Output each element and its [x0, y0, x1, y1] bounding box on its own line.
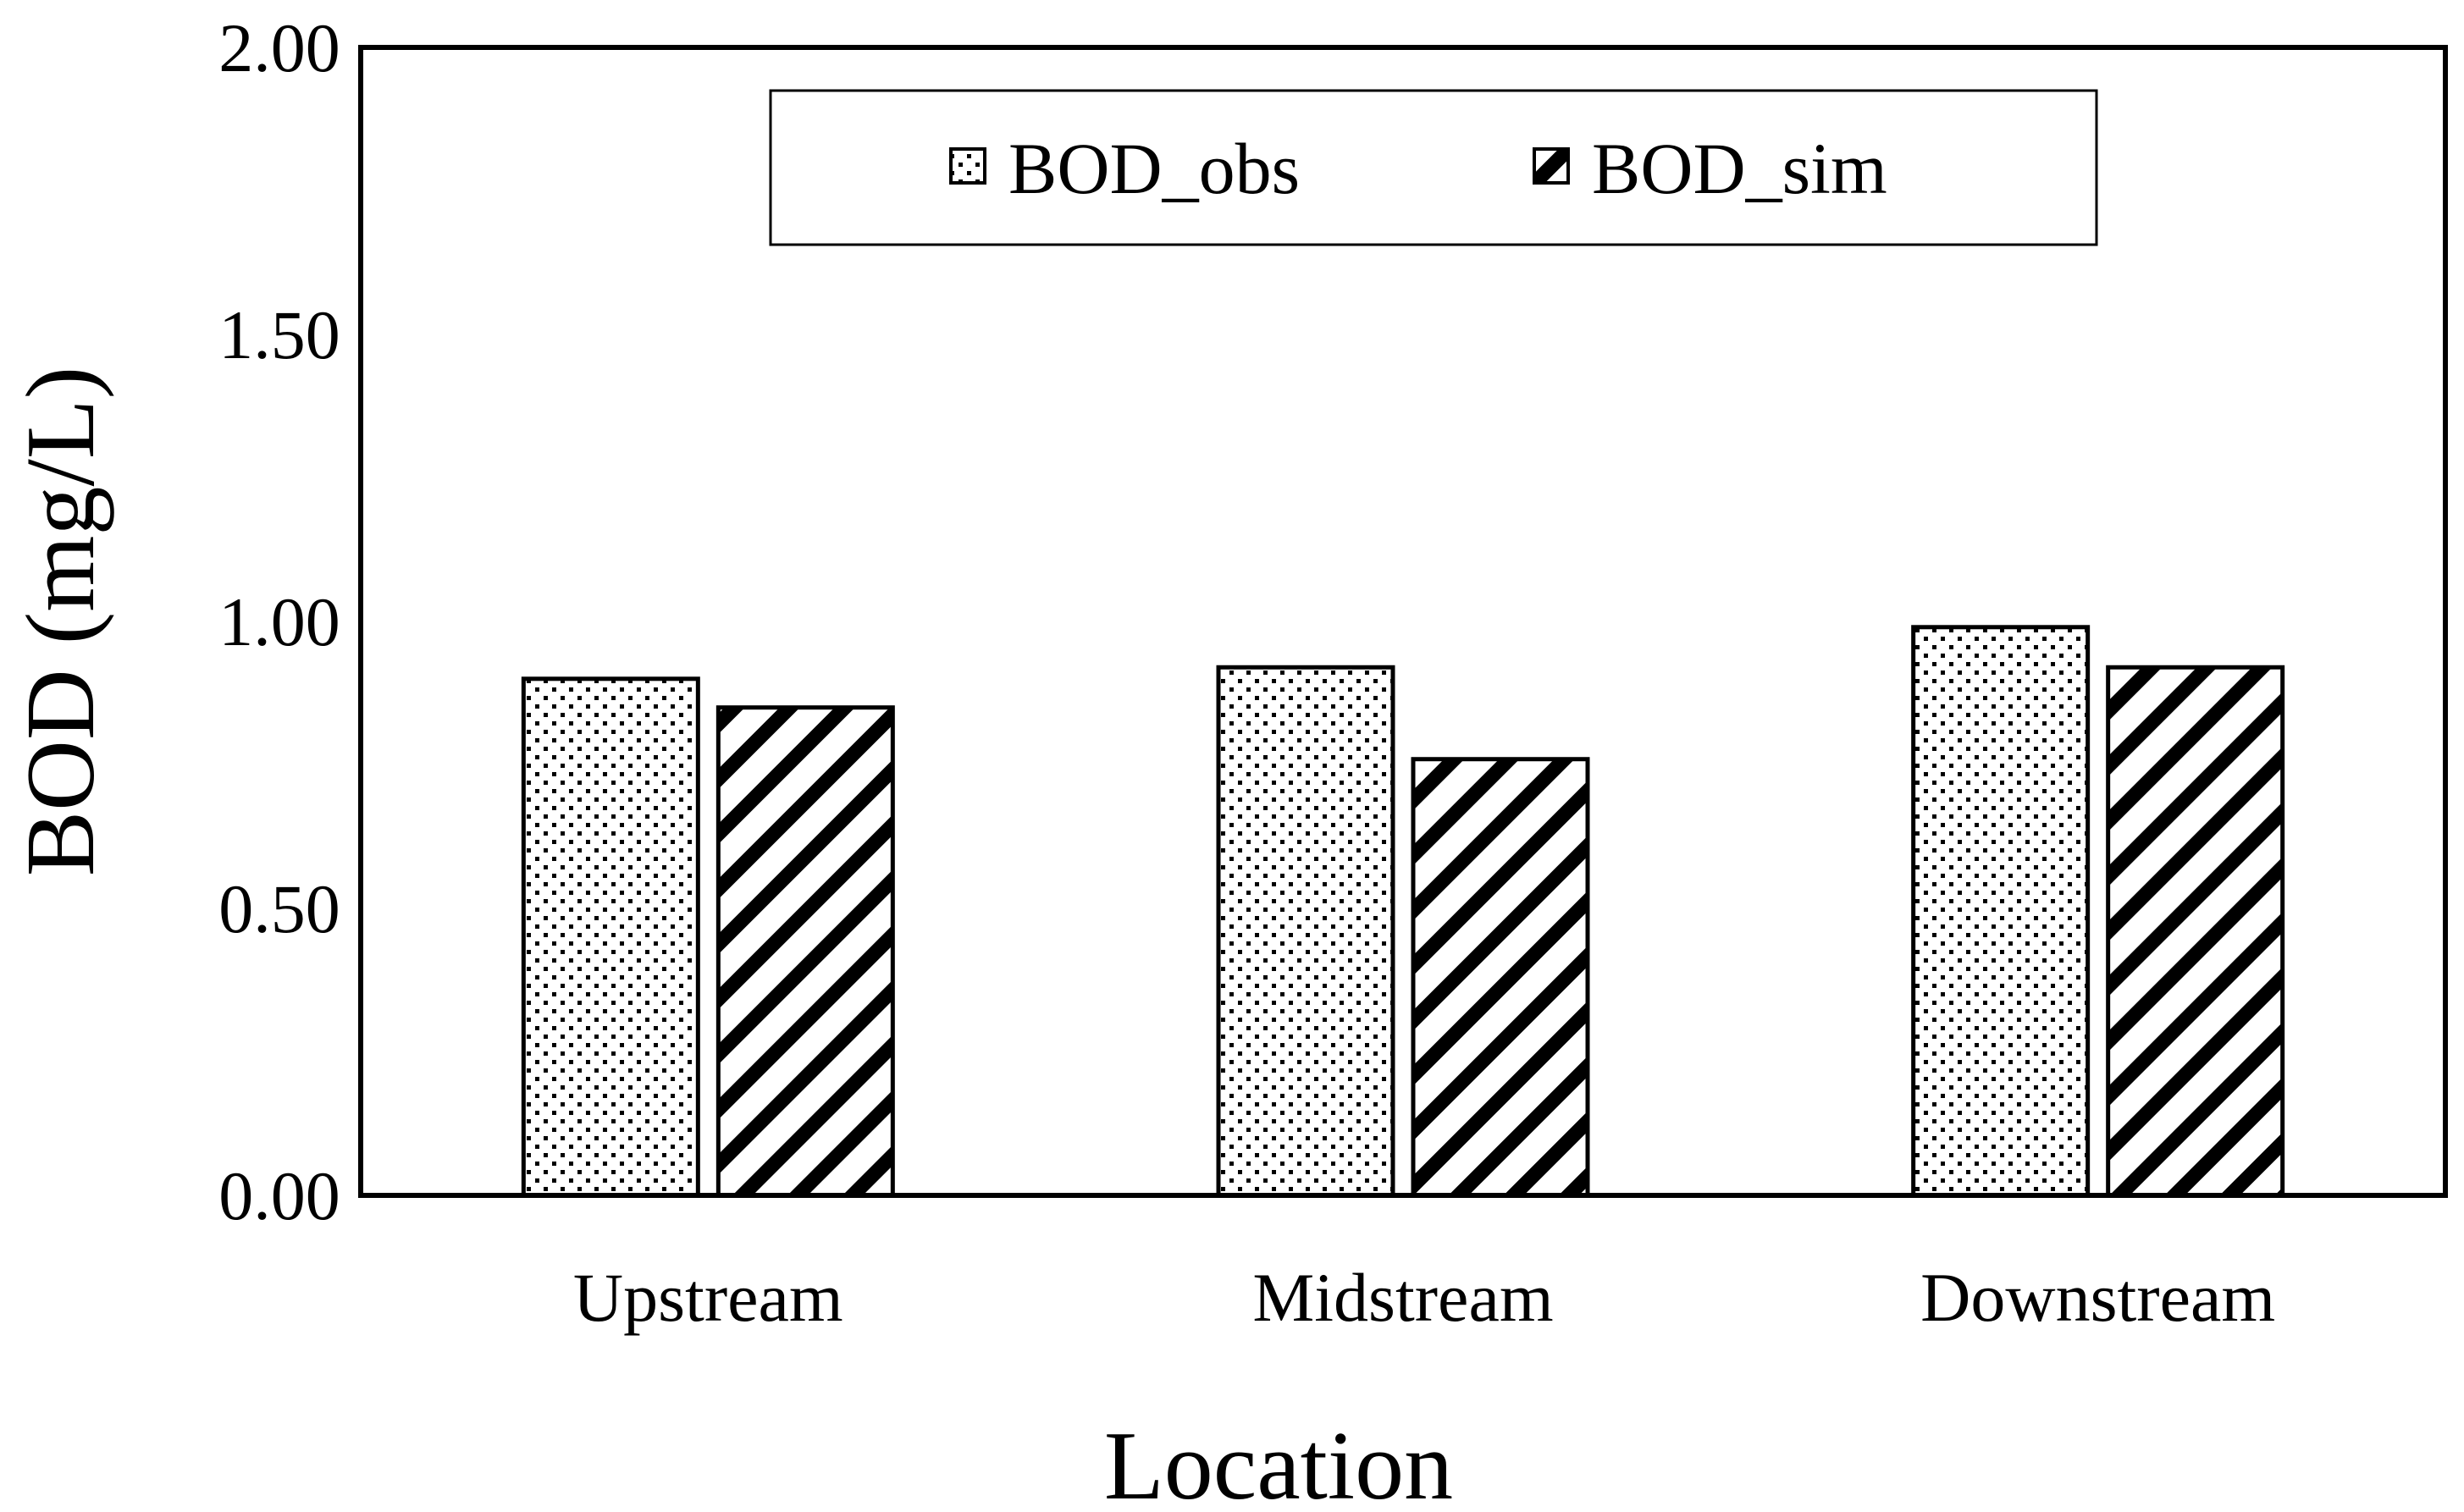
legend-label-bod-sim: BOD_sim	[1592, 128, 1887, 209]
legend-frame	[769, 89, 2098, 246]
legend-swatch-bod-obs	[949, 147, 986, 185]
legend-label-bod-obs: BOD_obs	[1008, 128, 1300, 209]
legend: BOD_obs BOD_sim	[769, 89, 2098, 246]
x-axis-ticks: Upstream Midstream Downstream	[573, 1259, 2275, 1336]
bars-group	[521, 625, 2285, 1198]
bar-bod-sim-midstream	[1411, 757, 1590, 1198]
y-tick-label: 2.00	[218, 9, 340, 86]
y-tick-label: 1.00	[218, 583, 340, 660]
y-tick-label: 0.50	[218, 870, 340, 947]
x-tick-label-midstream: Midstream	[1252, 1259, 1553, 1336]
x-tick-label-upstream: Upstream	[573, 1259, 843, 1336]
bar-bod-obs-midstream	[1216, 665, 1395, 1198]
y-axis-title: BOD (mg/L)	[7, 367, 115, 877]
y-tick-label: 0.00	[218, 1157, 340, 1234]
bar-bod-sim-upstream	[715, 705, 895, 1198]
legend-swatch-bod-sim	[1533, 147, 1570, 185]
bar-bod-sim-downstream	[2106, 665, 2285, 1198]
y-axis-ticks: 0.00 0.50 1.00 1.50 2.00	[218, 9, 340, 1234]
bar-bod-obs-downstream	[1911, 625, 2091, 1198]
y-tick-label: 1.50	[218, 296, 340, 373]
x-tick-label-downstream: Downstream	[1920, 1259, 2275, 1336]
plot-area-frame	[358, 45, 2448, 1198]
bar-bod-obs-upstream	[521, 676, 700, 1198]
x-axis-title: Location	[1104, 1412, 1453, 1512]
